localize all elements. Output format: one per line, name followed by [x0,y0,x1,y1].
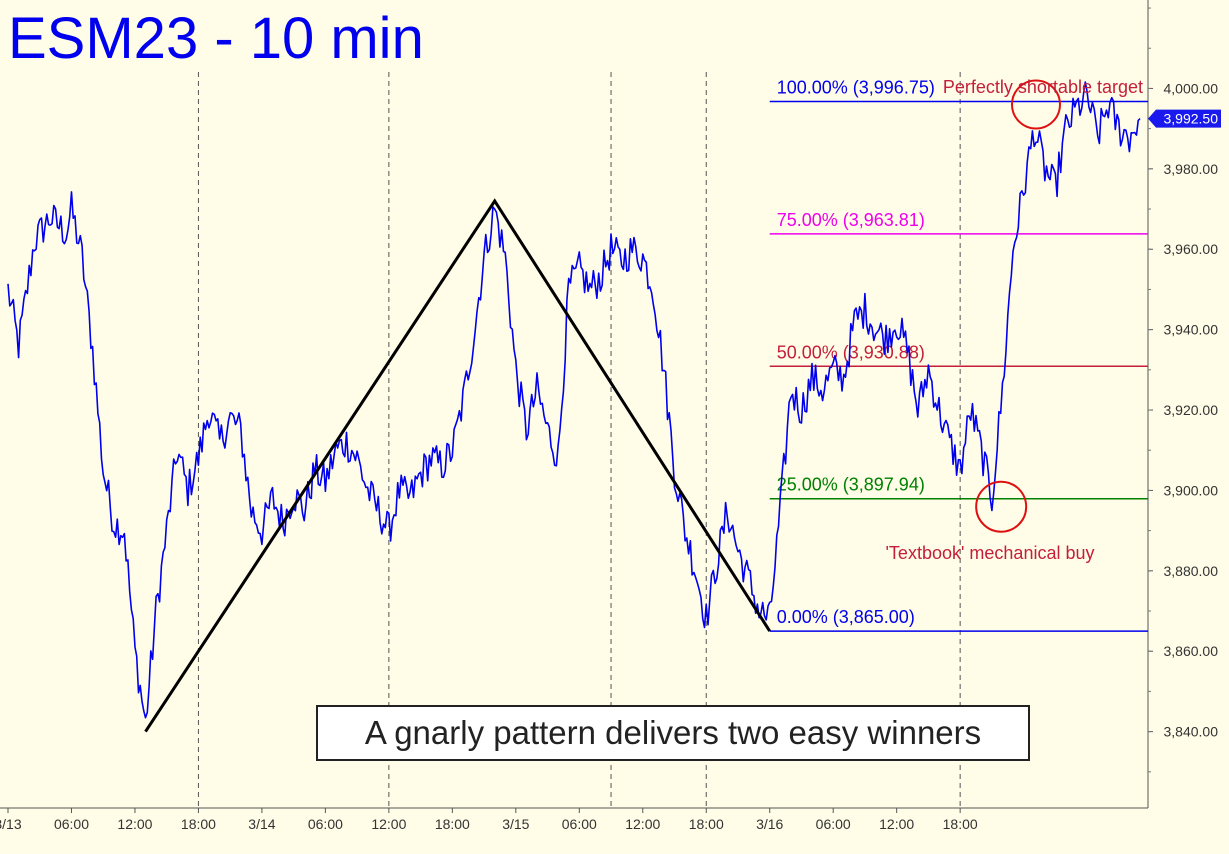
caption-box [316,705,1030,761]
x-tick-label-15: 18:00 [943,816,978,832]
y-tick-label-8: 4,000.00 [1164,80,1219,96]
y-tick-label-0: 3,840.00 [1164,724,1219,740]
fib-label-2: 50.00% (3,930.88) [777,342,925,362]
y-tick-label-5: 3,940.00 [1164,322,1219,338]
x-tick-label-14: 12:00 [879,816,914,832]
x-tick-label-10: 12:00 [625,816,660,832]
annotation-mechanical-buy: 'Textbook' mechanical buy [886,543,1095,563]
y-tick-label-3: 3,900.00 [1164,482,1219,498]
annotation-short-target: Perfectly shortable target [943,77,1143,97]
chart-caption: A gnarly pattern delivers two easy winne… [365,714,981,751]
x-tick-label-2: 12:00 [117,816,152,832]
y-tick-label-4: 3,920.00 [1164,402,1219,418]
price-line [7,81,1141,719]
fib-label-3: 25.00% (3,897.94) [777,475,925,495]
x-tick-label-13: 06:00 [816,816,851,832]
last-price-label: 3,992.50 [1164,111,1219,127]
abc-pattern-line [144,198,771,733]
buy-circle [975,480,1028,533]
y-tick-label-6: 3,960.00 [1164,241,1219,257]
x-tick-label-5: 06:00 [308,816,343,832]
x-tick-label-12: 3/16 [756,816,783,832]
x-tick-label-4: 3/14 [248,816,275,832]
plot-area [0,0,1148,808]
last-price-marker [1148,109,1221,128]
y-tick-label-7: 3,980.00 [1164,161,1219,177]
y-tick-label-1: 3,860.00 [1164,643,1219,659]
x-tick-label-6: 12:00 [371,816,406,832]
x-tick-label-8: 3/15 [502,816,529,832]
y-tick-label-2: 3,880.00 [1164,563,1219,579]
x-tick-label-7: 18:00 [435,816,470,832]
fib-label-4: 0.00% (3,865.00) [777,607,915,627]
x-tick-label-1: 06:00 [54,816,89,832]
x-tick-label-9: 06:00 [562,816,597,832]
x-tick-label-0: 3/13 [0,816,22,832]
x-tick-label-11: 18:00 [689,816,724,832]
fib-label-1: 75.00% (3,963.81) [777,210,925,230]
x-tick-label-3: 18:00 [181,816,216,832]
target-circle [1010,79,1061,130]
fib-label-0: 100.00% (3,996.75) [777,78,935,98]
chart-title: ESM23 - 10 min [8,6,424,71]
